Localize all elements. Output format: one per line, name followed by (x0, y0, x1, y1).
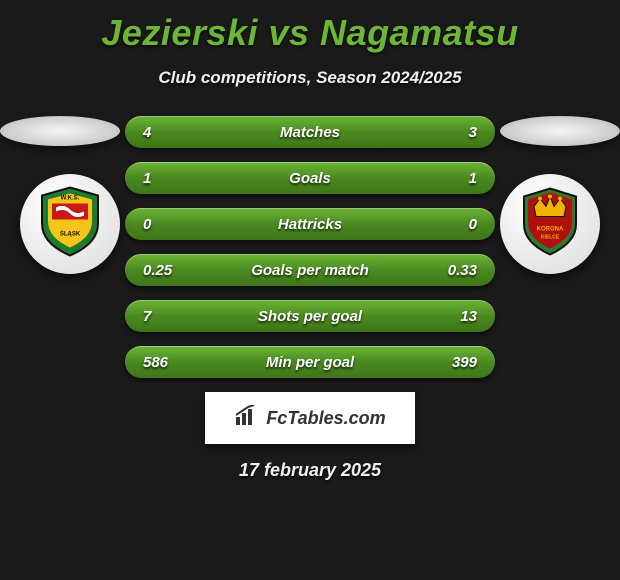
stat-right-value: 0.33 (427, 262, 477, 279)
stat-label: Hattricks (193, 216, 427, 233)
chart-icon (234, 405, 260, 432)
svg-text:KIELCE: KIELCE (541, 235, 560, 241)
subtitle: Club competitions, Season 2024/2025 (0, 68, 620, 88)
stat-row: 1 Goals 1 (125, 162, 495, 194)
korona-crest-icon: KORONA KIELCE (520, 187, 580, 262)
left-player-pod (0, 116, 120, 146)
comparison-content: W.K.S. ŚLĄSK KORONA KIELCE 4 Matches 3 (0, 116, 620, 481)
stat-row: 0 Hattricks 0 (125, 208, 495, 240)
stat-label: Min per goal (193, 354, 427, 371)
svg-text:KORONA: KORONA (537, 227, 564, 233)
stat-row: 7 Shots per goal 13 (125, 300, 495, 332)
fctables-label: FcTables.com (266, 408, 385, 429)
svg-text:ŚLĄSK: ŚLĄSK (60, 231, 81, 238)
stat-right-value: 13 (427, 308, 477, 325)
stat-label: Goals per match (193, 262, 427, 279)
stat-left-value: 586 (143, 354, 193, 371)
date-label: 17 february 2025 (0, 460, 620, 481)
stat-right-value: 399 (427, 354, 477, 371)
stats-table: 4 Matches 3 1 Goals 1 0 Hattricks 0 0.25… (125, 116, 495, 378)
stat-left-value: 1 (143, 170, 193, 187)
left-club-badge: W.K.S. ŚLĄSK (20, 174, 120, 274)
stat-left-value: 7 (143, 308, 193, 325)
stat-label: Matches (193, 124, 427, 141)
wks-crest-icon: W.K.S. ŚLĄSK (38, 186, 102, 263)
stat-left-value: 0.25 (143, 262, 193, 279)
stat-row: 4 Matches 3 (125, 116, 495, 148)
fctables-badge: FcTables.com (205, 392, 415, 444)
stat-right-value: 1 (427, 170, 477, 187)
stat-left-value: 0 (143, 216, 193, 233)
stat-row: 586 Min per goal 399 (125, 346, 495, 378)
page-title: Jezierski vs Nagamatsu (0, 0, 620, 54)
right-club-badge: KORONA KIELCE (500, 174, 600, 274)
stat-left-value: 4 (143, 124, 193, 141)
stat-label: Shots per goal (193, 308, 427, 325)
stat-label: Goals (193, 170, 427, 187)
right-player-pod (500, 116, 620, 146)
stat-row: 0.25 Goals per match 0.33 (125, 254, 495, 286)
svg-text:W.K.S.: W.K.S. (61, 196, 80, 202)
stat-right-value: 3 (427, 124, 477, 141)
stat-right-value: 0 (427, 216, 477, 233)
